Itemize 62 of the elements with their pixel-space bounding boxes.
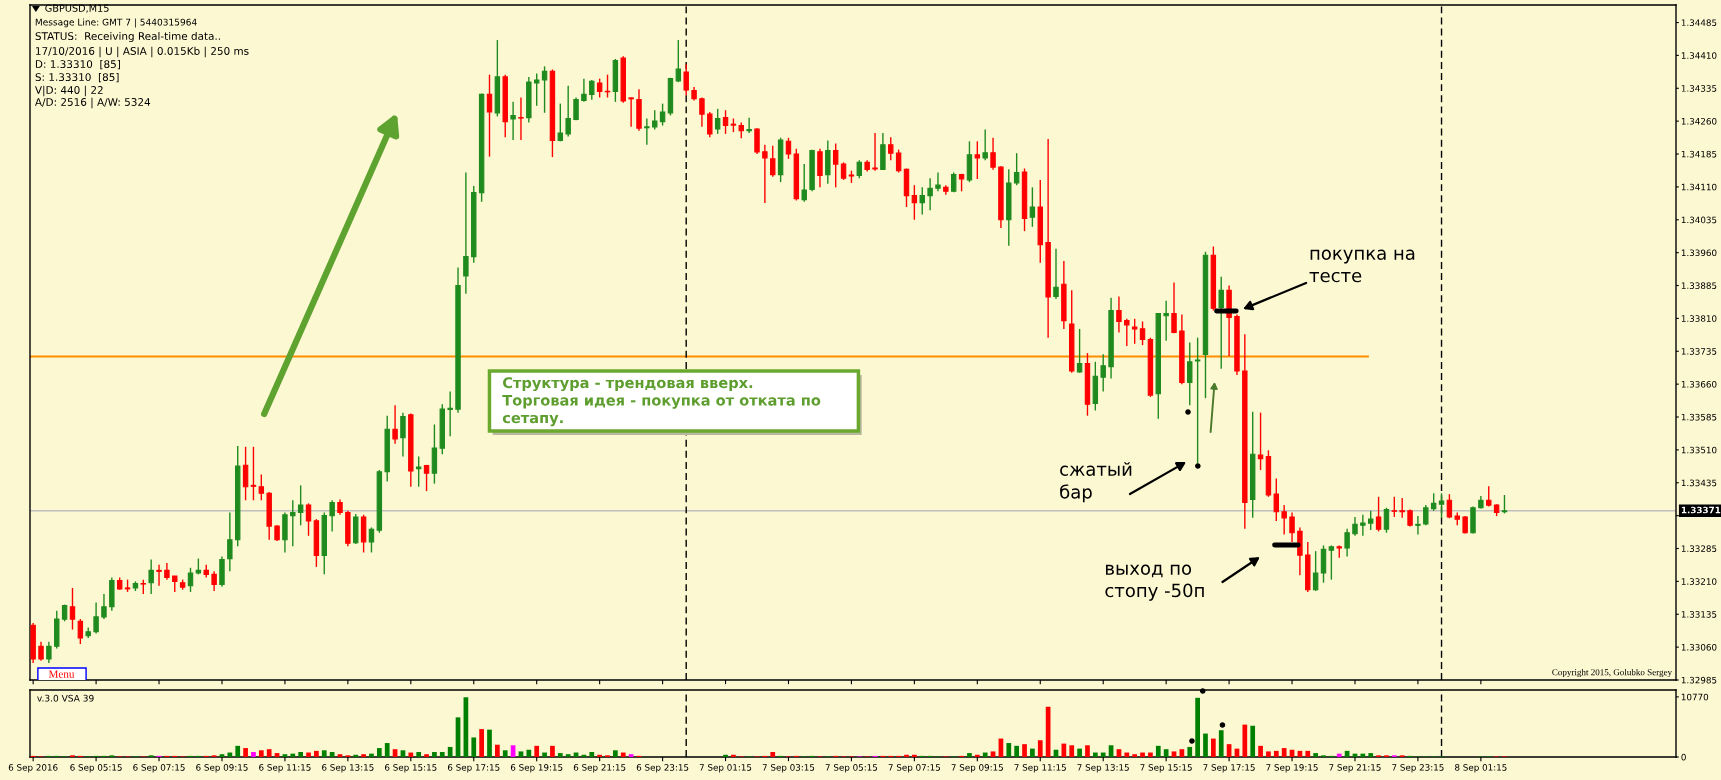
- y-tick-label: 1.33435: [1681, 479, 1717, 487]
- annotation: S: 1.33310 [85]: [35, 72, 119, 83]
- x-tick-label: 6 Sep 11:15: [259, 764, 311, 773]
- annotation: Copyright 2015, Golubko Sergey: [1552, 668, 1673, 678]
- y-tick-label: 0: [1681, 753, 1686, 761]
- annotation: покупка на тесте: [1309, 249, 1415, 283]
- y-tick-label: 1.33885: [1681, 282, 1717, 289]
- y-tick-label: 1.33510: [1681, 446, 1717, 454]
- x-tick-label: 6 Sep 19:15: [510, 764, 563, 773]
- y-tick-label: 1.34410: [1681, 52, 1717, 59]
- y-tick-label: 1.33810: [1681, 315, 1717, 322]
- y-tick-label: 1.33135: [1681, 611, 1717, 618]
- x-tick-label: 7 Sep 05:15: [825, 764, 878, 773]
- x-tick-label: 7 Sep 13:15: [1077, 764, 1129, 773]
- y-tick-label: 1.33660: [1681, 380, 1717, 388]
- x-tick-label: 6 Sep 09:15: [196, 764, 248, 773]
- annotation: V|D: 440 | 22: [35, 85, 103, 97]
- annotation: STATUS: Receiving Real-time data..: [35, 31, 220, 43]
- y-tick-label: 1.34035: [1681, 216, 1717, 224]
- y-tick-label: 1.34110: [1681, 183, 1717, 191]
- y-tick-label: 10770: [1681, 693, 1709, 701]
- x-tick-label: 7 Sep 01:15: [699, 764, 752, 773]
- x-tick-label: 7 Sep 07:15: [888, 764, 941, 773]
- annotation: D: 1.33310 [85]: [35, 59, 120, 70]
- x-tick-label: 7 Sep 21:15: [1329, 764, 1381, 773]
- x-tick-label: 7 Sep 17:15: [1203, 764, 1255, 773]
- x-tick-label: 7 Sep 15:15: [1140, 764, 1192, 773]
- y-tick-label: 1.33210: [1681, 578, 1717, 585]
- y-tick-label: 1.34485: [1681, 19, 1717, 26]
- x-tick-label: 6 Sep 2016: [8, 764, 58, 773]
- annotation: Message Line: GMT 7 | 5440315964: [35, 18, 197, 28]
- y-tick-label: 1.34260: [1681, 117, 1717, 125]
- x-tick-label: 7 Sep 09:15: [951, 764, 1003, 773]
- y-tick-label: 1.33285: [1681, 545, 1717, 552]
- annotation: Menu: [48, 670, 75, 678]
- y-tick-label: 1.33960: [1681, 249, 1717, 257]
- x-tick-label: 6 Sep 15:15: [385, 764, 437, 773]
- y-tick-label: 1.33060: [1681, 643, 1717, 651]
- x-tick-label: 7 Sep 19:15: [1266, 764, 1318, 773]
- x-tick-label: 6 Sep 05:15: [70, 764, 122, 773]
- annotation: 17/10/2016 | U | ASIA | 0.015Kb | 250 ms: [36, 46, 249, 58]
- x-tick-label: 8 Sep 01:15: [1455, 764, 1507, 773]
- y-tick-label: 1.32985: [1681, 676, 1717, 684]
- x-tick-label: 6 Sep 13:15: [322, 764, 374, 773]
- x-tick-label: 6 Sep 07:15: [133, 764, 185, 773]
- y-tick-label: 1.34335: [1681, 85, 1717, 92]
- annotation: A/D: 2516 | A/W: 5324: [35, 97, 151, 109]
- annotation: выход по стопу -50п: [1105, 564, 1204, 601]
- x-tick-label: 7 Sep 03:15: [762, 764, 815, 773]
- annotation: GBPUSD,M15: [45, 4, 109, 13]
- annotation: Структура - трендовая вверх. Торговая идея - покупка от отката по сетапу.: [502, 377, 821, 427]
- y-tick-label: 1.34185: [1681, 150, 1717, 158]
- x-tick-label: 6 Sep 21:15: [573, 764, 626, 773]
- x-tick-label: 6 Sep 17:15: [447, 764, 500, 773]
- y-tick-label: 1.33585: [1681, 413, 1717, 421]
- annotation: v.3.0 VSA 39: [37, 694, 94, 702]
- x-tick-label: 7 Sep 23:15: [1392, 764, 1444, 773]
- annotation: сжатый бар: [1060, 462, 1132, 503]
- x-tick-label: 6 Sep 23:15: [636, 764, 689, 773]
- ref-line-label: 1.33371: [1681, 506, 1721, 514]
- y-tick-label: 1.33735: [1681, 348, 1717, 355]
- x-tick-label: 7 Sep 11:15: [1014, 764, 1066, 773]
